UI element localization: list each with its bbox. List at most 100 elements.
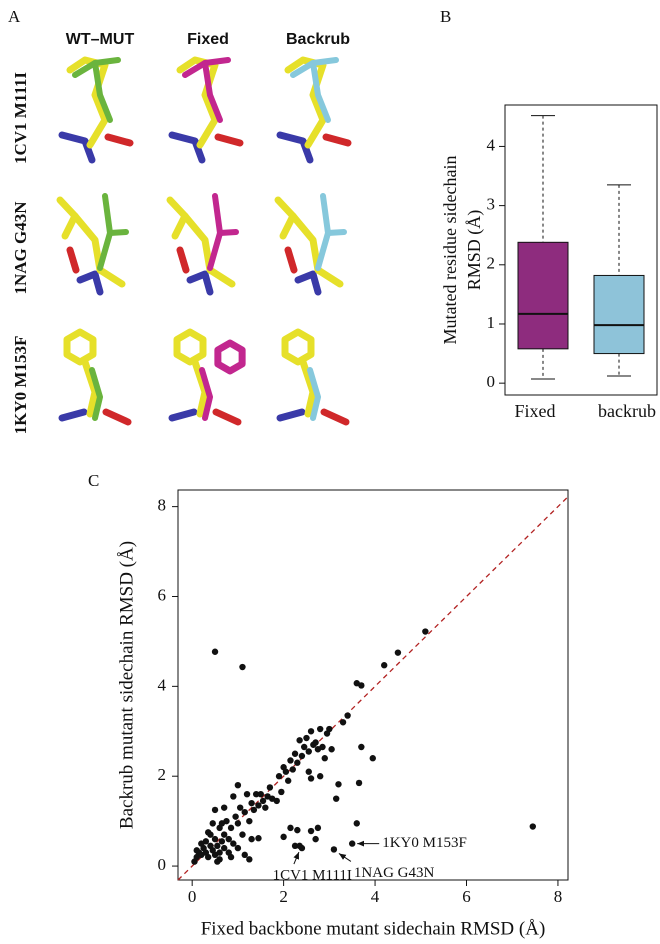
point bbox=[237, 804, 243, 810]
bond bbox=[172, 135, 202, 160]
point bbox=[530, 823, 536, 829]
point bbox=[239, 831, 245, 837]
point bbox=[333, 795, 339, 801]
annotation-arrow bbox=[294, 852, 299, 864]
point bbox=[235, 845, 241, 851]
point bbox=[308, 775, 314, 781]
bond bbox=[110, 232, 126, 233]
point bbox=[306, 769, 312, 775]
point bbox=[221, 804, 227, 810]
point bbox=[262, 804, 268, 810]
x-axis-label: Fixed backbone mutant sidechain RMSD (Å) bbox=[201, 918, 546, 939]
molecule bbox=[170, 196, 236, 292]
y-axis-label: RMSD (Å) bbox=[464, 210, 485, 291]
y-tick-label: 4 bbox=[158, 675, 167, 694]
point bbox=[255, 802, 261, 808]
point bbox=[244, 791, 250, 797]
point bbox=[312, 739, 318, 745]
box bbox=[594, 275, 644, 353]
y-axis-label: Mutated residue sidechain bbox=[440, 156, 460, 345]
bond bbox=[326, 137, 348, 143]
point bbox=[358, 682, 364, 688]
y-tick-label: 0 bbox=[158, 855, 167, 874]
y-tick-label: 3 bbox=[487, 195, 496, 214]
point bbox=[335, 781, 341, 787]
bond bbox=[62, 412, 84, 418]
point bbox=[194, 847, 200, 853]
bond bbox=[216, 412, 238, 422]
bond bbox=[108, 137, 130, 143]
point bbox=[280, 834, 286, 840]
point bbox=[260, 798, 266, 804]
point bbox=[212, 649, 218, 655]
molecule bbox=[278, 196, 344, 292]
point bbox=[344, 712, 350, 718]
x-tick-label: 2 bbox=[279, 887, 288, 906]
point bbox=[235, 820, 241, 826]
point bbox=[210, 820, 216, 826]
point bbox=[278, 789, 284, 795]
bond bbox=[218, 343, 242, 371]
bond bbox=[328, 232, 344, 233]
y-tick-label: 1 bbox=[487, 313, 496, 332]
annotation-arrow bbox=[339, 853, 351, 861]
bond bbox=[177, 332, 203, 362]
figure: A WT–MUT Fixed Backrub 1CV1 M111I 1NAG G… bbox=[0, 0, 660, 944]
row-label: 1KY0 M153F bbox=[11, 336, 30, 435]
bond bbox=[172, 412, 194, 418]
molecule bbox=[62, 60, 130, 160]
panel-label: B bbox=[440, 7, 451, 26]
annotation: 1NAG G43N bbox=[354, 865, 435, 881]
y-axis-label: Backrub mutant sidechain RMSD (Å) bbox=[116, 541, 137, 829]
point bbox=[340, 719, 346, 725]
row-label: 1CV1 M111I bbox=[11, 72, 30, 164]
y-tick-label: 6 bbox=[158, 585, 167, 604]
point bbox=[212, 807, 218, 813]
point bbox=[299, 753, 305, 759]
x-tick-label: 8 bbox=[554, 887, 563, 906]
point bbox=[292, 751, 298, 757]
column-header: Backrub bbox=[286, 31, 350, 48]
point bbox=[287, 757, 293, 763]
column-header: Fixed bbox=[187, 31, 229, 48]
y-tick-label: 8 bbox=[158, 496, 167, 515]
point bbox=[290, 766, 296, 772]
column-header: WT–MUT bbox=[66, 31, 135, 48]
point bbox=[198, 840, 204, 846]
point bbox=[319, 744, 325, 750]
point bbox=[230, 793, 236, 799]
point bbox=[219, 838, 225, 844]
x-tick-label: Fixed bbox=[514, 401, 555, 421]
panel-label: C bbox=[88, 471, 99, 490]
bond bbox=[80, 274, 100, 292]
point bbox=[246, 856, 252, 862]
bond bbox=[280, 135, 310, 160]
point bbox=[287, 825, 293, 831]
point bbox=[212, 836, 218, 842]
point bbox=[296, 737, 302, 743]
row-label: 1NAG G43N bbox=[11, 201, 30, 295]
point bbox=[322, 755, 328, 761]
point bbox=[242, 852, 248, 858]
point bbox=[205, 854, 211, 860]
point bbox=[370, 755, 376, 761]
point bbox=[331, 846, 337, 852]
point bbox=[251, 807, 257, 813]
x-tick-label: backrub bbox=[598, 401, 656, 421]
bond bbox=[298, 274, 318, 292]
bond bbox=[62, 135, 92, 160]
bond bbox=[70, 250, 76, 270]
point bbox=[214, 843, 220, 849]
point bbox=[308, 828, 314, 834]
x-tick-label: 0 bbox=[188, 887, 197, 906]
point bbox=[232, 813, 238, 819]
point bbox=[294, 760, 300, 766]
point bbox=[228, 854, 234, 860]
point bbox=[228, 825, 234, 831]
point bbox=[242, 809, 248, 815]
y-tick-label: 0 bbox=[487, 372, 496, 391]
y-tick-label: 4 bbox=[487, 135, 496, 154]
point bbox=[381, 662, 387, 668]
molecule bbox=[280, 60, 348, 160]
point bbox=[283, 769, 289, 775]
